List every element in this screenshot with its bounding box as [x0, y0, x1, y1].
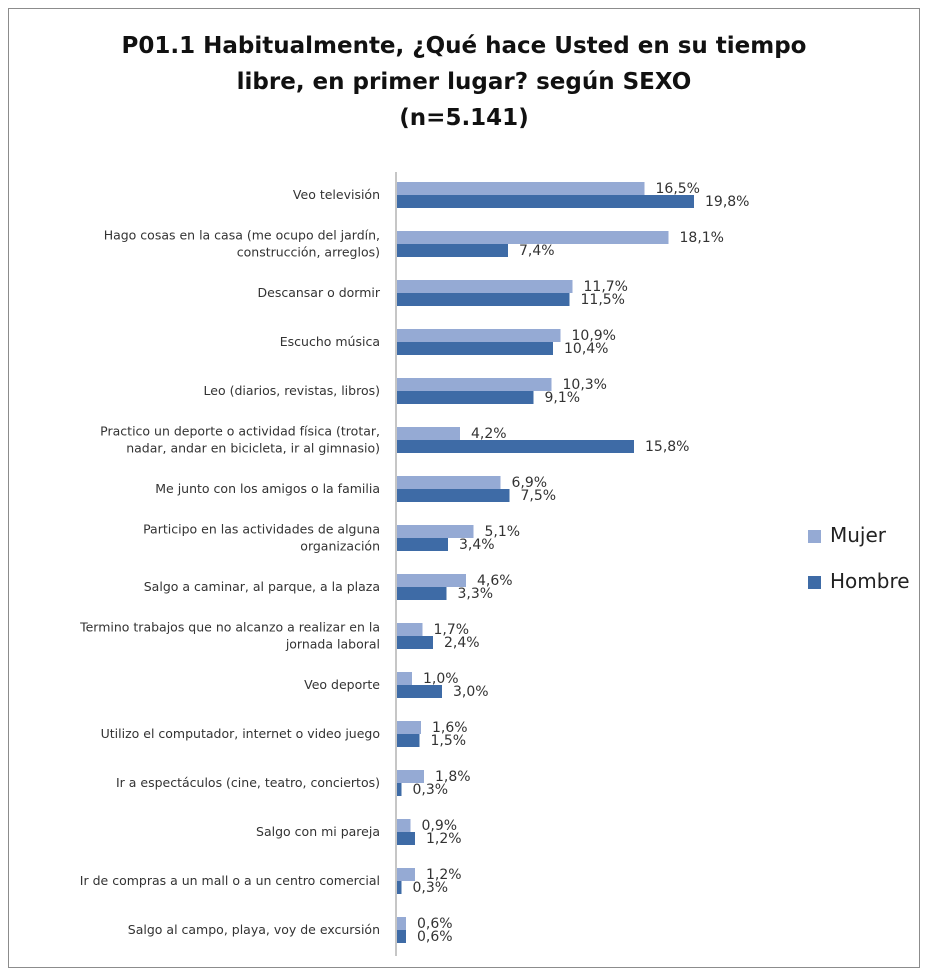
category-label: Utilizo el computador, internet o video …	[101, 726, 380, 741]
data-label-hombre: 11,5%	[581, 292, 625, 308]
legend-label-mujer: Mujer	[830, 523, 887, 547]
bar-mujer	[397, 917, 406, 930]
data-label-mujer: 18,1%	[680, 230, 724, 246]
category-label: Salgo a caminar, al parque, a la plaza	[144, 579, 380, 594]
category-label: Participo en las actividades de alguna	[143, 522, 380, 537]
bar-mujer	[397, 623, 423, 636]
data-label-mujer: 1,8%	[435, 769, 471, 785]
bar-mujer	[397, 525, 474, 538]
bar-mujer	[397, 721, 421, 734]
bar-mujer	[397, 231, 669, 244]
bar-mujer	[397, 427, 460, 440]
category-label: Veo televisión	[293, 187, 380, 202]
data-label-mujer: 10,9%	[572, 328, 616, 344]
data-label-mujer: 1,2%	[426, 867, 462, 883]
category-label: Veo deporte	[304, 677, 380, 692]
bar-mujer	[397, 378, 552, 391]
data-label-mujer: 0,6%	[417, 916, 453, 932]
chart-title-line-1: P01.1 Habitualmente, ¿Qué hace Usted en …	[121, 33, 807, 59]
bar-hombre	[397, 636, 433, 649]
data-label-hombre: 3,3%	[458, 586, 494, 602]
bar-hombre	[397, 587, 447, 600]
legend-swatch-mujer	[808, 530, 821, 543]
data-label-hombre: 19,8%	[705, 194, 749, 210]
data-label-hombre: 0,3%	[413, 880, 449, 896]
category-label: Escucho música	[280, 334, 380, 349]
bar-mujer	[397, 476, 501, 489]
bar-mujer	[397, 574, 466, 587]
category-label: Hago cosas en la casa (me ocupo del jard…	[104, 228, 380, 243]
bar-mujer	[397, 280, 573, 293]
bar-hombre	[397, 881, 402, 894]
data-label-mujer: 5,1%	[485, 524, 521, 540]
data-label-hombre: 3,0%	[453, 684, 489, 700]
bar-hombre	[397, 832, 415, 845]
bar-mujer	[397, 868, 415, 881]
data-label-hombre: 3,4%	[459, 537, 495, 553]
bar-hombre	[397, 783, 402, 796]
data-label-mujer: 1,7%	[434, 622, 470, 638]
data-label-mujer: 16,5%	[656, 181, 700, 197]
category-label: Ir de compras a un mall o a un centro co…	[80, 873, 380, 888]
data-label-hombre: 0,3%	[413, 782, 449, 798]
category-label: Me junto con los amigos o la familia	[155, 481, 380, 496]
bar-hombre	[397, 391, 534, 404]
category-label: Termino trabajos que no alcanzo a realiz…	[79, 620, 380, 635]
category-label: Ir a espectáculos (cine, teatro, concier…	[116, 775, 380, 790]
bar-hombre	[397, 440, 634, 453]
bar-mujer	[397, 329, 561, 342]
bar-hombre	[397, 734, 420, 747]
legend-label-hombre: Hombre	[830, 569, 910, 593]
bar-mujer	[397, 819, 411, 832]
data-label-hombre: 0,6%	[417, 929, 453, 945]
data-label-mujer: 10,3%	[563, 377, 607, 393]
category-label: organización	[300, 539, 380, 554]
data-label-hombre: 1,2%	[426, 831, 462, 847]
bar-hombre	[397, 685, 442, 698]
data-label-hombre: 1,5%	[431, 733, 467, 749]
category-label: Descansar o dormir	[258, 285, 381, 300]
data-label-hombre: 7,5%	[521, 488, 557, 504]
category-label: Salgo al campo, playa, voy de excursión	[128, 922, 380, 937]
bar-mujer	[397, 770, 424, 783]
bar-hombre	[397, 244, 508, 257]
category-label: Practico un deporte o actividad física (…	[100, 424, 380, 439]
data-label-hombre: 2,4%	[444, 635, 480, 651]
bar-mujer	[397, 672, 412, 685]
bar-hombre	[397, 538, 448, 551]
data-label-mujer: 1,0%	[423, 671, 459, 687]
bar-hombre	[397, 342, 553, 355]
bar-hombre	[397, 195, 694, 208]
data-label-hombre: 7,4%	[519, 243, 555, 259]
data-label-mujer: 4,2%	[471, 426, 507, 442]
bar-hombre	[397, 930, 406, 943]
data-label-hombre: 9,1%	[545, 390, 581, 406]
category-label: construcción, arreglos)	[237, 245, 380, 260]
chart-title-line-2: libre, en primer lugar? según SEXO	[236, 69, 692, 95]
data-label-mujer: 0,9%	[422, 818, 458, 834]
category-label: Leo (diarios, revistas, libros)	[204, 383, 380, 398]
category-label: Salgo con mi pareja	[256, 824, 380, 839]
data-label-mujer: 11,7%	[584, 279, 628, 295]
data-label-hombre: 10,4%	[564, 341, 608, 357]
chart-title-line-3: (n=5.141)	[399, 105, 529, 131]
legend-swatch-hombre	[808, 576, 821, 589]
bar-mujer	[397, 182, 645, 195]
data-label-mujer: 1,6%	[432, 720, 468, 736]
data-label-mujer: 6,9%	[512, 475, 548, 491]
category-label: jornada laboral	[285, 637, 380, 652]
bar-hombre	[397, 489, 510, 502]
chart-title: P01.1 Habitualmente, ¿Qué hace Usted en …	[0, 28, 928, 136]
bar-hombre	[397, 293, 570, 306]
data-label-hombre: 15,8%	[645, 439, 689, 455]
category-label: nadar, andar en bicicleta, ir al gimnasi…	[126, 441, 380, 456]
data-label-mujer: 4,6%	[477, 573, 513, 589]
